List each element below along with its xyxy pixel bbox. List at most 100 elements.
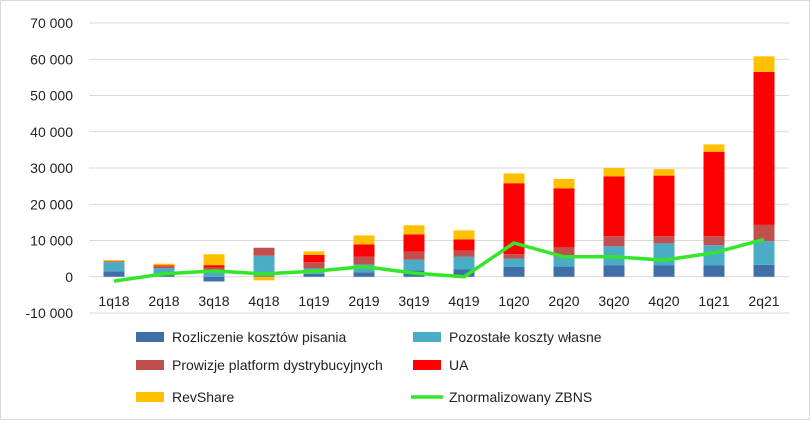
bar-segment (103, 271, 125, 277)
y-tick-label: 0 (65, 269, 73, 285)
bar-segment (703, 265, 725, 277)
y-tick-label: 30 000 (30, 160, 73, 176)
bar-segment (603, 168, 625, 177)
bar-segment (153, 263, 175, 266)
bar-segment (403, 251, 425, 260)
y-tick-label: 10 000 (30, 233, 73, 249)
bar-segment (653, 175, 675, 237)
bar-segment (403, 259, 425, 271)
bar-segment (753, 71, 775, 225)
bar-segment (703, 236, 725, 246)
bar-segment (703, 151, 725, 237)
line-series (113, 237, 765, 283)
bar-segment (353, 264, 375, 273)
bar-segment (303, 262, 325, 269)
bar-segment (203, 265, 225, 268)
bar-segment (353, 272, 375, 277)
bar-segment (553, 188, 575, 248)
bar-segment (503, 258, 525, 267)
x-tick-label: 4q18 (248, 293, 279, 309)
bar-segment (403, 225, 425, 235)
x-tick-label: 2q19 (348, 293, 379, 309)
legend-label: Rozliczenie kosztów pisania (172, 329, 347, 345)
bar-segment (153, 268, 175, 275)
y-tick-label: 20 000 (30, 196, 73, 212)
x-tick-label: 2q21 (748, 293, 779, 309)
bar-segment (253, 247, 275, 256)
axis-labels: -10 000 0 10 000 20 000 30 000 40 000 50 000 60… (26, 15, 780, 321)
bar-segment (103, 261, 125, 263)
bar-segment (153, 266, 175, 269)
bar-segment (753, 241, 775, 265)
bar-segment (153, 265, 175, 267)
bar-segment (653, 236, 675, 244)
bar-segment (453, 230, 475, 240)
bar-segment (253, 275, 275, 277)
x-tick-label: 1q20 (498, 293, 529, 309)
bar-segment (303, 273, 325, 277)
bar-segment (703, 144, 725, 152)
line-series-path (113, 237, 765, 283)
y-tick-label: 60 000 (30, 51, 73, 67)
legend-swatch (413, 332, 441, 342)
bar-segment (203, 267, 225, 271)
bar-segment (503, 183, 525, 255)
legend-swatch (413, 360, 441, 370)
x-tick-label: 3q18 (198, 293, 229, 309)
bars (103, 56, 775, 282)
legend-swatch (136, 360, 164, 370)
legend: Rozliczenie kosztów pisania Pozostałe kos… (136, 329, 602, 405)
x-tick-label: 2q20 (548, 293, 579, 309)
bar-segment (303, 251, 325, 255)
legend-label: Znormalizowany ZBNS (449, 389, 592, 405)
bar-segment (253, 276, 275, 281)
legend-label: Pozostałe koszty własne (449, 329, 602, 345)
bar-segment (753, 224, 775, 242)
bar-segment (203, 254, 225, 266)
bar-segment (453, 239, 475, 251)
bar-segment (553, 178, 575, 189)
y-tick-label: -10 000 (26, 305, 74, 321)
x-tick-label: 4q20 (648, 293, 679, 309)
bar-segment (753, 264, 775, 277)
bar-segment (503, 254, 525, 259)
bar-segment (553, 247, 575, 257)
bar-segment (603, 236, 625, 247)
x-tick-label: 4q19 (448, 293, 479, 309)
x-tick-label: 1q18 (98, 293, 129, 309)
bar-segment (403, 234, 425, 252)
bar-segment (503, 266, 525, 277)
bar-segment (353, 256, 375, 265)
x-tick-label: 2q18 (148, 293, 179, 309)
legend-label: Prowizje platform dystrybucyjnych (172, 357, 383, 373)
legend-swatch (136, 332, 164, 342)
x-tick-label: 1q19 (298, 293, 329, 309)
x-tick-label: 3q19 (398, 293, 429, 309)
bar-segment (203, 276, 225, 282)
bar-segment (353, 235, 375, 245)
y-tick-label: 40 000 (30, 124, 73, 140)
gridlines (89, 22, 789, 314)
bar-segment (603, 176, 625, 237)
bar-segment (353, 244, 375, 257)
y-tick-label: 50 000 (30, 88, 73, 104)
bar-segment (453, 250, 475, 257)
bar-segment (453, 269, 475, 277)
x-tick-label: 1q21 (698, 293, 729, 309)
bar-segment (553, 266, 575, 277)
bar-segment (603, 265, 625, 277)
bar-segment (303, 255, 325, 263)
bar-segment (753, 56, 775, 72)
y-tick-label: 70 000 (30, 15, 73, 31)
bar-segment (503, 173, 525, 184)
bar-segment (653, 169, 675, 176)
x-tick-label: 3q20 (598, 293, 629, 309)
bar-segment (553, 256, 575, 267)
bar-segment (453, 256, 475, 270)
bar-segment (653, 265, 675, 277)
legend-label: UA (449, 357, 469, 373)
bar-segment (253, 255, 275, 276)
legend-label: RevShare (172, 389, 234, 405)
